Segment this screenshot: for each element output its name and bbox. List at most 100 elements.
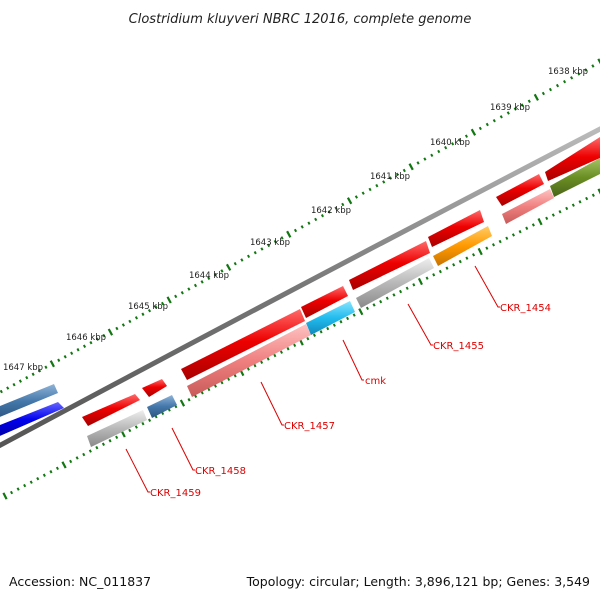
outer-minor-tick xyxy=(527,99,531,103)
inner-minor-tick xyxy=(571,203,575,207)
outer-minor-tick xyxy=(402,168,406,173)
outer-minor-tick xyxy=(121,323,125,327)
inner-minor-tick xyxy=(306,336,310,341)
outer-minor-tick xyxy=(95,337,99,341)
outer-minor-tick xyxy=(0,389,3,394)
gene-cmk-cds[interactable] xyxy=(301,286,348,318)
outer-minor-tick xyxy=(513,107,517,111)
outer-minor-tick xyxy=(89,341,93,345)
gene-ckr1454-cds[interactable] xyxy=(428,210,484,247)
gene-label-cmk[interactable]: cmk xyxy=(365,376,386,387)
kbp-label: 1638 kbp xyxy=(548,67,588,77)
inner-minor-tick xyxy=(565,206,569,211)
gene-label-ckr1454[interactable]: CKR_1454 xyxy=(500,303,551,314)
gene-label-ckr1459[interactable]: CKR_1459 xyxy=(150,488,201,499)
kbp-scale-labels: 1638 kbp 1639 kbp 1640 kbp 1641 kbp 1642 kbp… xyxy=(3,67,588,373)
inner-minor-tick xyxy=(273,353,277,358)
outer-minor-tick xyxy=(193,283,198,288)
outer-minor-tick xyxy=(70,351,74,355)
inner-minor-tick xyxy=(412,283,416,287)
outer-minor-tick xyxy=(423,157,427,161)
outer-minor-tick xyxy=(141,312,145,316)
gene-ckr1455-cds[interactable] xyxy=(349,241,430,290)
inner-minor-tick xyxy=(346,316,350,321)
inner-minor-tick xyxy=(385,296,389,300)
gene-right-cds-1[interactable] xyxy=(496,174,544,206)
outer-minor-tick xyxy=(200,280,204,284)
outer-minor-tick xyxy=(273,239,277,244)
outer-minor-tick xyxy=(57,358,61,362)
gene-ckr1458-bar[interactable] xyxy=(147,395,177,418)
outer-minor-tick xyxy=(147,308,152,313)
gene-ckr1457-bar[interactable] xyxy=(187,324,311,397)
gene-ckr1459-cds[interactable] xyxy=(82,394,140,426)
gene-ckr1457-cds[interactable] xyxy=(181,309,305,380)
gene-right-cds-2[interactable] xyxy=(545,137,600,181)
outer-minor-tick xyxy=(334,206,338,210)
gene-right-bar-olive[interactable] xyxy=(550,158,600,197)
inner-minor-tick xyxy=(128,428,132,433)
outer-major-tick xyxy=(225,263,232,271)
outer-minor-tick xyxy=(134,316,138,320)
inner-major-tick xyxy=(61,461,67,469)
inner-minor-tick xyxy=(29,480,33,484)
outer-major-tick xyxy=(346,197,353,205)
gene-cmk-bar[interactable] xyxy=(306,301,355,335)
kbp-label: 1646 kbp xyxy=(66,333,106,343)
inner-minor-tick xyxy=(326,326,330,331)
outer-minor-tick xyxy=(187,287,191,291)
gene-label-ckr1455[interactable]: CKR_1455 xyxy=(433,341,484,352)
gene-ckr1455-bar[interactable] xyxy=(356,258,434,308)
outer-minor-tick xyxy=(570,76,574,80)
outer-minor-tick xyxy=(368,187,372,192)
kbp-label: 1642 kbp xyxy=(311,206,351,216)
callout-line-ckr1455 xyxy=(407,303,433,346)
inner-minor-tick xyxy=(55,466,59,471)
inner-minor-tick xyxy=(88,449,92,453)
inner-minor-tick xyxy=(233,374,237,378)
inner-minor-tick xyxy=(352,313,356,317)
gene-ckr1459-bar[interactable] xyxy=(87,410,147,447)
inner-minor-tick xyxy=(452,263,456,267)
gene-label-ckr1457[interactable]: CKR_1457 xyxy=(284,421,335,432)
inner-minor-tick xyxy=(585,196,589,201)
outer-minor-tick xyxy=(233,261,237,266)
gene-right-bar-1[interactable] xyxy=(502,189,554,224)
inner-minor-tick xyxy=(379,299,383,304)
outer-minor-tick xyxy=(555,83,560,88)
outer-minor-tick xyxy=(499,115,503,119)
gene-blue-left[interactable] xyxy=(0,402,64,438)
inner-minor-tick xyxy=(365,306,369,311)
outer-minor-tick xyxy=(548,87,552,92)
inner-minor-tick xyxy=(392,293,396,297)
map-title: Clostridium kluyveri NBRC 12016, complet… xyxy=(129,12,472,27)
inner-minor-tick xyxy=(108,439,112,443)
outer-tick-ring xyxy=(0,58,600,394)
forward-strand-genes xyxy=(0,137,600,438)
inner-tick-ring xyxy=(2,188,600,500)
inner-minor-tick xyxy=(115,435,119,440)
callout-line-ckr1454 xyxy=(474,265,500,308)
inner-minor-tick xyxy=(339,320,343,324)
gene-label-ckr1458[interactable]: CKR_1458 xyxy=(195,466,246,477)
inner-minor-tick xyxy=(525,226,529,231)
kbp-label: 1640 kbp xyxy=(430,138,470,148)
gene-ckr1454-bar[interactable] xyxy=(433,226,492,266)
callout-line-cmk xyxy=(342,339,364,381)
inner-minor-tick xyxy=(578,200,582,204)
outer-minor-tick xyxy=(76,348,80,352)
outer-minor-tick xyxy=(361,191,365,195)
inner-minor-tick xyxy=(266,357,270,361)
inner-minor-tick xyxy=(293,343,297,348)
inner-minor-tick xyxy=(432,273,436,277)
outer-minor-tick xyxy=(240,258,244,262)
outer-minor-tick xyxy=(220,269,224,273)
inner-minor-tick xyxy=(531,223,535,227)
outer-minor-tick xyxy=(18,379,22,383)
gene-steelblue-left[interactable] xyxy=(0,384,58,419)
inner-minor-tick xyxy=(16,487,20,491)
gene-ckr1458-cds[interactable] xyxy=(142,379,167,397)
outer-minor-tick xyxy=(541,91,545,96)
inner-minor-tick xyxy=(591,193,595,197)
outer-minor-tick xyxy=(253,251,257,255)
